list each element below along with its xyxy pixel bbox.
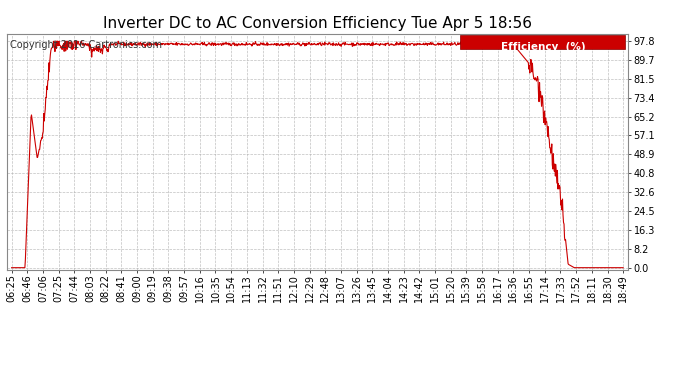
Text: Efficiency  (%): Efficiency (%) — [500, 42, 585, 52]
Title: Inverter DC to AC Conversion Efficiency Tue Apr 5 18:56: Inverter DC to AC Conversion Efficiency … — [103, 16, 532, 31]
Text: Copyright 2016 Cartronics.com: Copyright 2016 Cartronics.com — [10, 40, 162, 50]
FancyBboxPatch shape — [460, 35, 625, 49]
